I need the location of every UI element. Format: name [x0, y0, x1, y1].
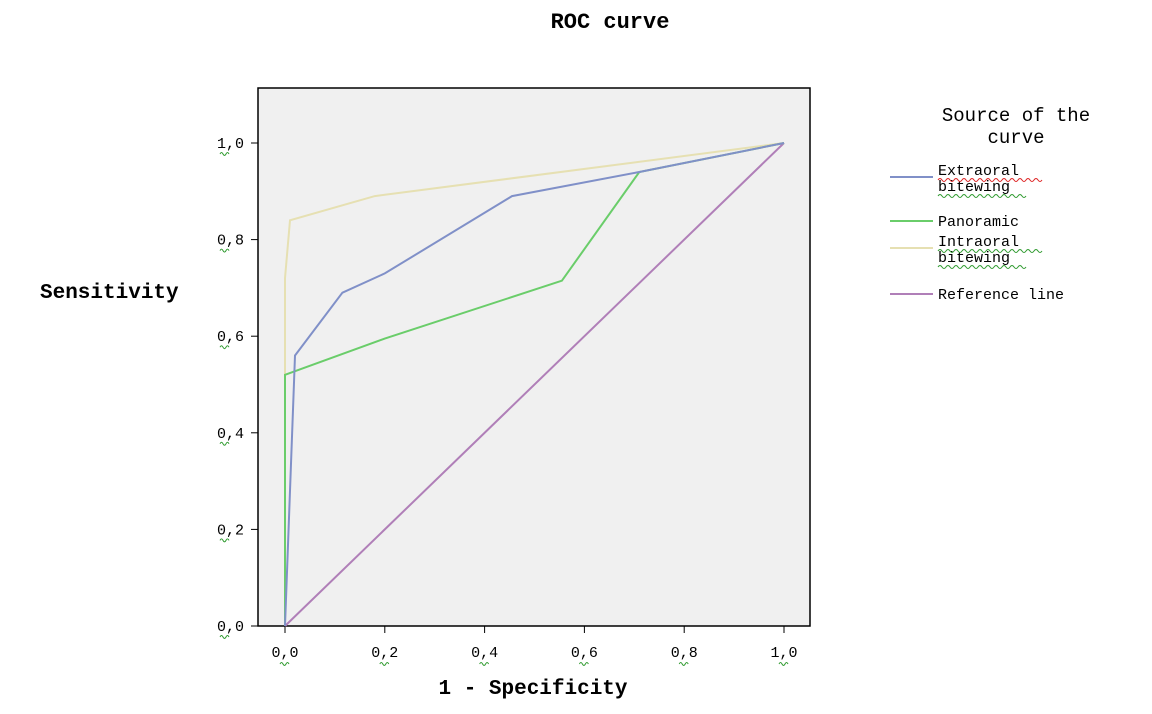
series-line-reference-line — [284, 142, 785, 627]
y-tick-label: 0,6 — [217, 329, 244, 346]
x-tick-squiggle — [778, 662, 789, 666]
y-tick-label: 0,8 — [217, 233, 244, 250]
legend-label: bitewing — [938, 179, 1010, 196]
legend-title-line-2: curve — [987, 127, 1044, 149]
y-axis-title: Sensitivity — [40, 282, 179, 305]
y-tick-squiggle — [219, 248, 230, 253]
y-tick-label: 0,0 — [217, 619, 244, 636]
x-tick-label: 1,0 — [770, 645, 797, 662]
legend-label: Reference line — [938, 287, 1064, 304]
y-tick-squiggle — [219, 538, 230, 543]
plot-area — [257, 87, 811, 627]
legend-item-panoramic: Panoramic — [890, 214, 1019, 231]
legend-label: Panoramic — [938, 214, 1019, 231]
legend-title-line-1: Source of the — [942, 105, 1090, 127]
x-tick-squiggle — [678, 662, 689, 666]
spellcheck-squiggle — [937, 194, 1027, 198]
y-tick-label: 0,4 — [217, 426, 244, 443]
series-layer — [284, 142, 785, 627]
x-tick-squiggle — [279, 662, 290, 666]
x-tick-label: 0,2 — [371, 645, 398, 662]
y-tick-squiggle — [219, 152, 230, 156]
x-tick-label: 0,4 — [471, 645, 498, 662]
legend-label: Extraoral — [938, 163, 1019, 180]
y-tick-squiggle — [219, 345, 230, 350]
legend-label: Intraoral — [938, 234, 1019, 251]
legend-label: bitewing — [938, 250, 1010, 267]
x-tick-label: 0,0 — [271, 645, 298, 662]
chart-title: ROC curve — [551, 10, 670, 35]
spellcheck-squiggle — [937, 178, 1043, 182]
y-tick-label: 1,0 — [217, 136, 244, 153]
x-tick-label: 0,6 — [571, 645, 598, 662]
x-tick-squiggle — [479, 662, 490, 666]
x-tick-squiggle — [379, 662, 390, 666]
spellcheck-squiggle — [937, 249, 1043, 253]
spellcheck-squiggle — [937, 265, 1027, 269]
y-tick-squiggle — [219, 635, 230, 639]
y-tick-label: 0,2 — [217, 522, 244, 539]
x-tick-label: 0,8 — [671, 645, 698, 662]
x-tick-squiggle — [578, 662, 589, 666]
legend: Source of the curve ExtraoralbitewingPan… — [890, 105, 1090, 304]
series-line-extraoral-bitewing — [284, 142, 785, 627]
tick-layer: 0,0 0,2 0,4 0,6 0,8 1,0 0,0 0,2 0,4 0,6 0,8 1,0 — [217, 136, 798, 666]
x-axis-title: 1 - Specificity — [438, 678, 627, 701]
y-tick-squiggle — [219, 441, 230, 446]
legend-item-reference-line: Reference line — [890, 287, 1064, 304]
